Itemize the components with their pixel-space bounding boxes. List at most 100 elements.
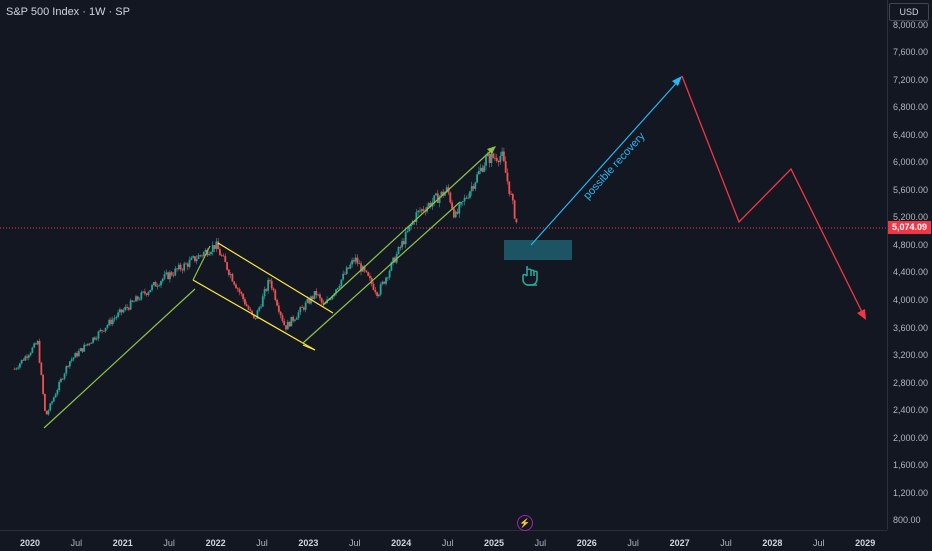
candle-body [217, 241, 220, 250]
price-tick: 3,600.00 [893, 322, 929, 333]
candle-body [76, 353, 78, 357]
price-chart[interactable]: possible recovery [0, 0, 887, 530]
candle-body [122, 309, 125, 313]
price-tick: 8,000.00 [893, 19, 929, 30]
candle-body [460, 201, 462, 205]
candle-body [58, 381, 61, 391]
time-tick: 2029 [855, 538, 876, 548]
time-tick: Jul [627, 538, 639, 548]
candle-body [85, 344, 87, 346]
candle-body [488, 153, 491, 164]
candle-body [154, 282, 157, 287]
candle-body [235, 284, 237, 289]
candle-body [492, 153, 495, 158]
recovery-label: possible recovery [581, 130, 648, 202]
candle-body [119, 309, 121, 313]
price-tick: 800.00 [893, 515, 921, 526]
uptrend-channel-lower [43, 288, 196, 429]
candle-body [456, 211, 459, 214]
candle-body [283, 320, 286, 326]
candle-body [340, 279, 343, 286]
candle-body [449, 192, 452, 203]
candle-body [472, 186, 475, 189]
exchange-label: SP [115, 6, 130, 18]
candle-body [319, 294, 321, 299]
candle-body [45, 410, 48, 415]
candle-body [49, 403, 52, 411]
candle-body [306, 298, 309, 303]
candle-body [429, 203, 432, 207]
candle-body [52, 397, 55, 402]
currency-button[interactable]: USD [889, 3, 929, 21]
candle-body [292, 316, 295, 321]
support-zone[interactable] [504, 240, 572, 260]
candle-body [147, 292, 150, 295]
candle-body [406, 230, 409, 233]
candle-body [35, 343, 37, 345]
candle-body [402, 241, 405, 245]
candle-body [415, 212, 418, 223]
candle-body [320, 298, 323, 303]
candle-body [392, 257, 395, 263]
candle-body [254, 317, 257, 319]
candle-body [115, 316, 118, 319]
candle-body [29, 352, 32, 356]
candle-body [369, 275, 371, 279]
candle-body [269, 280, 271, 281]
candle-body [267, 280, 270, 291]
candle-body [452, 208, 455, 218]
candle-body [244, 299, 246, 305]
lightning-icon[interactable]: ⚡ [517, 515, 533, 531]
time-axis[interactable] [0, 530, 887, 551]
candle-body [60, 378, 62, 382]
candle-body [222, 255, 225, 257]
candle-body [108, 319, 111, 326]
candle-body [276, 300, 278, 306]
price-tick: 4,400.00 [893, 267, 929, 278]
candle-body [417, 210, 420, 213]
candle-body [174, 268, 177, 276]
candle-body [113, 318, 116, 320]
candle-body [335, 289, 337, 294]
candle-body [302, 307, 305, 310]
candle-body [101, 329, 103, 331]
candle-body [506, 172, 509, 182]
price-tick: 2,400.00 [893, 405, 929, 416]
candle-body [345, 267, 348, 275]
candle-body [438, 196, 441, 203]
candle-body [445, 187, 448, 193]
candle-body [277, 305, 280, 312]
symbol-header[interactable]: S&P 500 Index · 1W · SP [6, 6, 130, 18]
time-tick: Jul [441, 538, 454, 548]
downtrend-channel-cap [302, 344, 316, 351]
candle-body [469, 191, 471, 198]
candle-body [61, 378, 64, 380]
candle-body [265, 289, 268, 291]
candle-body [285, 325, 287, 330]
time-tick: 2026 [576, 538, 597, 548]
candle-body [463, 197, 466, 202]
candle-body [83, 344, 86, 352]
candle-body [444, 192, 446, 196]
candle-body [374, 289, 377, 293]
candle-body [129, 300, 132, 310]
candle-body [67, 366, 70, 367]
time-tick: 2022 [205, 538, 226, 548]
price-axis[interactable] [887, 0, 932, 530]
price-tick: 1,200.00 [893, 487, 929, 498]
candle-body [351, 260, 353, 265]
candle-body [483, 165, 486, 172]
candle-body [336, 287, 339, 290]
candle-body [165, 272, 168, 275]
candle-body [497, 161, 500, 163]
price-tick: 6,400.00 [893, 129, 929, 140]
downtrend-channel-upper [217, 242, 334, 314]
candle-body [188, 259, 191, 267]
candle-body [51, 401, 53, 404]
candle-body [256, 310, 259, 319]
candle-body [286, 321, 289, 330]
time-tick: 2024 [391, 538, 412, 548]
chart-plot-area[interactable]: possible recovery S&P 500 Index · 1W · S… [0, 0, 887, 530]
candle-body [479, 167, 482, 172]
candle-body [372, 284, 375, 290]
